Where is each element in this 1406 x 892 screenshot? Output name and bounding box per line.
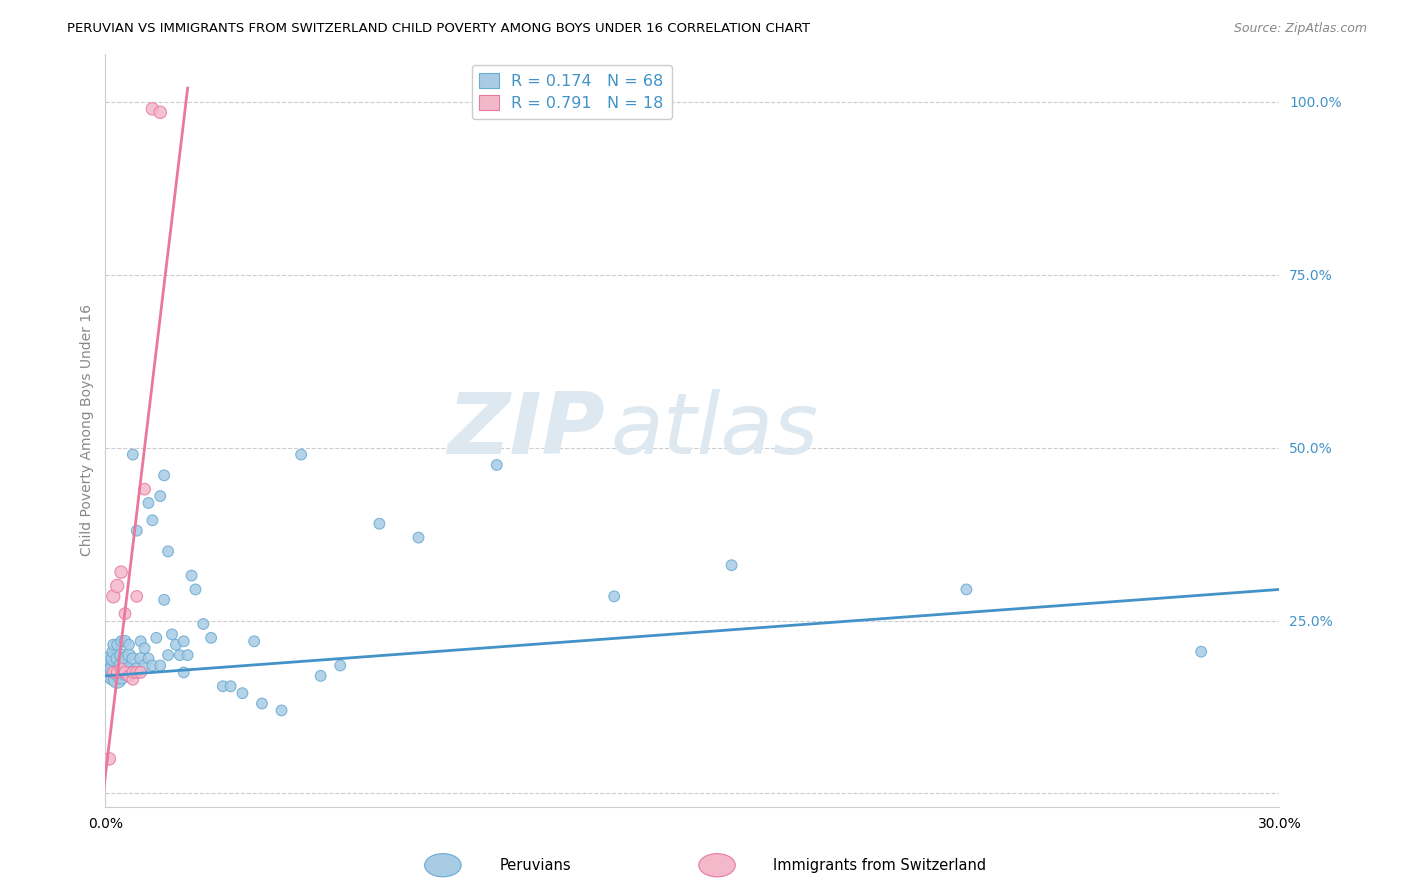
Point (243, 634, 266, 648)
Legend: R = 0.174   N = 68, R = 0.791   N = 18: R = 0.174 N = 68, R = 0.791 N = 18 (471, 65, 672, 119)
Point (157, 544, 180, 558)
Point (219, 679, 242, 693)
Point (485, 458, 508, 472)
Point (125, 590, 148, 604)
Point (105, 665, 128, 680)
Point (110, 662, 132, 676)
Point (105, 638, 128, 652)
Point (157, 648, 180, 662)
Text: ZIP: ZIP (447, 389, 605, 472)
Point (103, 662, 125, 676)
Point (121, 665, 143, 680)
Point (153, 468, 176, 483)
Point (129, 634, 152, 648)
Point (114, 607, 136, 621)
Point (110, 565, 132, 579)
Point (110, 648, 132, 662)
Point (118, 669, 141, 683)
Point (134, 641, 156, 656)
Point (114, 665, 136, 680)
Point (138, 651, 160, 665)
Point (114, 651, 136, 665)
Point (114, 634, 136, 648)
Point (103, 590, 125, 604)
Point (98, 665, 121, 680)
Point (1189, 645, 1212, 659)
Point (165, 638, 187, 652)
Point (121, 651, 143, 665)
Point (290, 448, 312, 462)
Point (173, 634, 195, 648)
Point (193, 617, 215, 632)
Point (149, 105, 172, 120)
Point (103, 645, 125, 659)
Point (105, 665, 128, 680)
Point (98, 658, 121, 673)
Point (160, 627, 183, 641)
Point (309, 669, 332, 683)
Point (103, 669, 125, 683)
Point (103, 651, 125, 665)
Point (134, 482, 156, 496)
Point (110, 658, 132, 673)
Point (955, 582, 977, 597)
Point (129, 665, 152, 680)
Text: Immigrants from Switzerland: Immigrants from Switzerland (773, 858, 987, 872)
Point (110, 669, 132, 683)
Point (105, 673, 128, 687)
Point (105, 579, 128, 593)
Point (121, 448, 143, 462)
Point (125, 662, 148, 676)
Point (118, 648, 141, 662)
Point (103, 665, 125, 680)
Point (105, 651, 128, 665)
Circle shape (699, 854, 735, 877)
Point (149, 489, 172, 503)
Point (408, 531, 430, 545)
Point (180, 568, 202, 582)
Point (134, 658, 156, 673)
Point (231, 686, 253, 700)
Point (176, 648, 198, 662)
Point (98, 651, 121, 665)
Point (211, 679, 233, 693)
Text: Peruvians: Peruvians (499, 858, 571, 872)
Point (141, 102, 163, 116)
Point (603, 590, 626, 604)
Point (141, 513, 163, 527)
Text: PERUVIAN VS IMMIGRANTS FROM SWITZERLAND CHILD POVERTY AMONG BOYS UNDER 16 CORREL: PERUVIAN VS IMMIGRANTS FROM SWITZERLAND … (67, 22, 810, 36)
Point (329, 658, 352, 673)
Point (125, 665, 148, 680)
Point (145, 631, 167, 645)
Text: Source: ZipAtlas.com: Source: ZipAtlas.com (1233, 22, 1367, 36)
Point (103, 638, 125, 652)
Point (121, 665, 143, 680)
Circle shape (425, 854, 461, 877)
Point (114, 665, 136, 680)
Point (98, 752, 121, 766)
Point (149, 658, 172, 673)
Point (720, 558, 742, 573)
Point (138, 496, 160, 510)
Point (173, 665, 195, 680)
Point (129, 651, 152, 665)
Y-axis label: Child Poverty Among Boys Under 16: Child Poverty Among Boys Under 16 (80, 304, 94, 557)
Point (169, 648, 191, 662)
Point (270, 703, 292, 717)
Point (118, 662, 141, 676)
Point (125, 524, 148, 538)
Point (153, 592, 176, 607)
Point (118, 638, 141, 652)
Point (121, 673, 143, 687)
Point (368, 516, 391, 531)
Text: atlas: atlas (610, 389, 818, 472)
Point (184, 582, 207, 597)
Point (250, 697, 273, 711)
Point (200, 631, 222, 645)
Point (141, 658, 163, 673)
Point (110, 634, 132, 648)
